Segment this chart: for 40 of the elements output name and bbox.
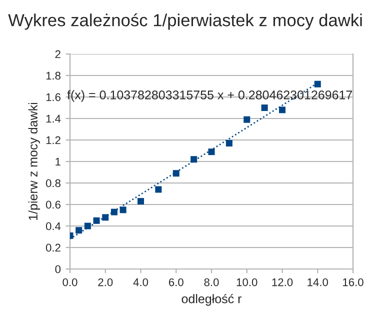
- point: [190, 156, 198, 163]
- point: [261, 104, 268, 112]
- point: [208, 148, 215, 156]
- point: [110, 208, 118, 216]
- y-tick-label: 1.4: [46, 114, 61, 123]
- point: [76, 227, 82, 234]
- y-tick-label: 0.8: [46, 179, 60, 188]
- y-tick-label: 2: [55, 50, 60, 58]
- y-tick-label: 1.8: [46, 72, 60, 80]
- x-tick-label: 12.0: [272, 278, 293, 286]
- y-tick-label: 1.6: [46, 93, 60, 102]
- y-axis-title: 1/pierw z mocy dawki: [28, 102, 40, 220]
- x-tick-label: 0.0: [62, 278, 78, 286]
- point: [226, 140, 232, 146]
- x-tick-label: 10.0: [236, 278, 258, 286]
- y-tick-label: 0.4: [46, 222, 61, 230]
- y-tick-label: 0: [55, 265, 61, 274]
- point: [120, 206, 126, 214]
- point: [278, 106, 286, 114]
- point: [137, 198, 144, 205]
- chart-title: Wykres zależnośc 1/pierwiastek z mocy dawki: [8, 13, 362, 30]
- point: [102, 214, 109, 221]
- point: [172, 170, 180, 177]
- x-tick-label: 4.0: [133, 278, 148, 286]
- x-axis-title: odległość r: [182, 294, 242, 306]
- x-tick-label: 14.0: [308, 278, 328, 286]
- point: [84, 222, 91, 230]
- y-tick-label: 1.2: [46, 136, 60, 144]
- x-tick-label: 2.0: [98, 278, 113, 286]
- point: [155, 186, 162, 193]
- point: [244, 116, 250, 123]
- y-tick-label: 0.6: [46, 200, 60, 209]
- x-tick-label: 8.0: [204, 278, 219, 286]
- x-tick-label: 6.0: [168, 278, 184, 286]
- point: [314, 80, 321, 88]
- x-tick-label: 16.0: [343, 278, 364, 286]
- y-tick-label: 0.2: [46, 244, 60, 252]
- y-tick-label: 1: [56, 158, 60, 166]
- point: [93, 217, 100, 224]
- annotation: f(x) = 0.103782803315755 x + 0.280462301269617: [67, 90, 352, 102]
